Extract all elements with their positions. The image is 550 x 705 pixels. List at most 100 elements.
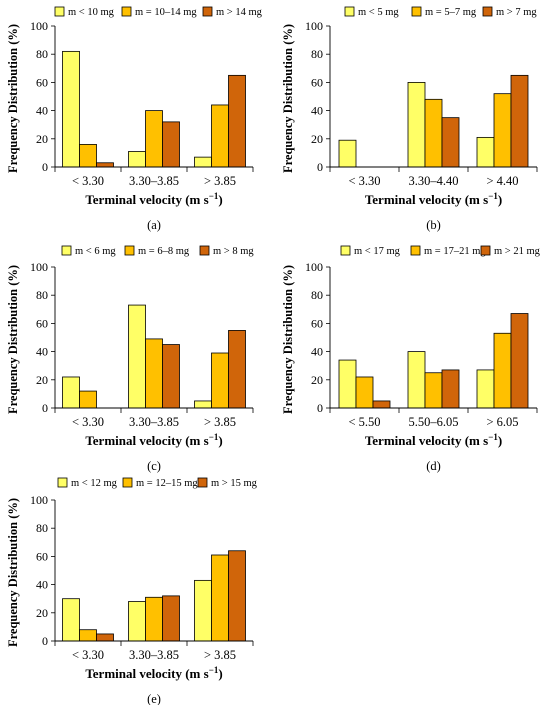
panel-label: (d) (426, 459, 441, 473)
bar (407, 351, 426, 409)
legend-label: m < 17 mg (354, 246, 401, 257)
legend-label: m = 10–14 mg (135, 7, 197, 18)
y-tick-label: 60 (36, 549, 48, 563)
x-tick-label: > 3.85 (204, 415, 236, 429)
legend-label: m = 12–15 mg (136, 478, 198, 489)
x-tick-label: 3.30–3.85 (129, 415, 179, 429)
legend-label: m > 21 mg (494, 246, 541, 257)
chart-panel-a: m < 10 mg m = 10–14 mg m > 14 mg < 3.30 3.30… (6, 6, 263, 232)
y-tick-label: 60 (36, 75, 48, 89)
y-tick-label: 40 (36, 345, 48, 359)
y-tick-label: 0 (317, 401, 323, 415)
bar (194, 400, 212, 409)
x-axis-label: Terminal velocity (m s−1) (365, 432, 502, 448)
x-tick-label: > 3.85 (204, 648, 236, 662)
y-tick-label: 40 (36, 104, 48, 118)
legend-label: m = 6–8 mg (138, 246, 190, 257)
legend-label: m > 7 mg (496, 7, 537, 18)
bar (162, 121, 180, 168)
bar (441, 117, 460, 168)
bar (211, 104, 229, 168)
legend-swatch (202, 6, 213, 17)
y-tick-label: 80 (311, 47, 323, 61)
bar (194, 579, 212, 642)
bar (355, 376, 374, 409)
y-tick-label: 20 (311, 373, 323, 387)
legend-swatch (410, 245, 421, 256)
x-tick-label: > 3.85 (204, 174, 236, 188)
chart-panel-e: m < 12 mg m = 12–15 mg m > 15 mg < 3.30 3.30… (6, 477, 258, 705)
bar (128, 601, 146, 642)
y-tick-label: 0 (42, 160, 48, 174)
y-tick-label: 0 (42, 401, 48, 415)
y-tick-label: 100 (305, 260, 323, 274)
legend-swatch (61, 245, 72, 256)
panel-label: (a) (147, 218, 161, 232)
x-tick-label: < 3.30 (348, 174, 380, 188)
x-tick-label: > 4.40 (486, 174, 518, 188)
bar (228, 550, 246, 642)
bar (211, 352, 229, 409)
bar (424, 372, 443, 409)
bar (372, 400, 391, 409)
legend-label: m < 6 mg (75, 246, 116, 257)
y-axis-label: Frequency Distribution (%) (281, 24, 295, 173)
bar (145, 596, 163, 642)
bar (510, 74, 529, 168)
x-tick-label: < 5.50 (348, 415, 380, 429)
bar (510, 313, 529, 409)
bar (228, 330, 246, 409)
x-tick-label: < 3.30 (72, 415, 104, 429)
legend-swatch (197, 477, 208, 488)
y-tick-label: 20 (36, 373, 48, 387)
legend-label: m > 15 mg (211, 478, 258, 489)
chart-panel-d: m < 17 mg m = 17–21 mg m > 21 mg < 5.50 5.50… (281, 245, 541, 473)
bar (211, 554, 229, 642)
legend-label: m > 14 mg (216, 7, 263, 18)
chart-panel-b: m < 5 mg m = 5–7 mg m > 7 mg < 3.30 3.30–4.4… (281, 6, 538, 232)
y-tick-label: 40 (36, 578, 48, 592)
bar (493, 332, 512, 409)
legend-swatch (121, 6, 132, 17)
bar (162, 344, 180, 409)
bar (62, 50, 80, 168)
bar (228, 74, 246, 168)
y-tick-label: 100 (30, 493, 48, 507)
bar (79, 629, 97, 642)
y-axis-label: Frequency Distribution (%) (6, 24, 20, 173)
legend-label: m = 5–7 mg (425, 7, 477, 18)
bar (62, 598, 80, 642)
y-tick-label: 100 (305, 19, 323, 33)
panel-label: (e) (147, 692, 161, 705)
x-tick-label: < 3.30 (72, 174, 104, 188)
y-tick-label: 60 (311, 316, 323, 330)
legend-swatch (122, 477, 133, 488)
bar (493, 93, 512, 168)
bar (194, 156, 212, 168)
y-tick-label: 20 (36, 606, 48, 620)
legend-swatch (344, 6, 355, 17)
bar (96, 633, 114, 642)
bar (441, 369, 460, 409)
bar (476, 136, 495, 168)
legend-swatch (411, 6, 422, 17)
y-axis-label: Frequency Distribution (%) (6, 498, 20, 647)
bar (128, 151, 146, 168)
x-axis-label: Terminal velocity (m s−1) (85, 665, 222, 681)
y-tick-label: 60 (36, 316, 48, 330)
bar (162, 595, 180, 642)
y-tick-label: 60 (311, 75, 323, 89)
y-tick-label: 80 (36, 288, 48, 302)
y-axis-label: Frequency Distribution (%) (281, 265, 295, 414)
legend-label: m < 10 mg (68, 7, 115, 18)
y-tick-label: 100 (30, 260, 48, 274)
legend-swatch (124, 245, 135, 256)
legend-label: m < 12 mg (71, 478, 118, 489)
bar (145, 338, 163, 409)
bar (128, 304, 146, 409)
bar (424, 98, 443, 168)
y-axis-label: Frequency Distribution (%) (6, 265, 20, 414)
x-tick-label: 3.30–4.40 (409, 174, 459, 188)
x-tick-label: > 6.05 (486, 415, 518, 429)
legend-label: m < 5 mg (358, 7, 399, 18)
